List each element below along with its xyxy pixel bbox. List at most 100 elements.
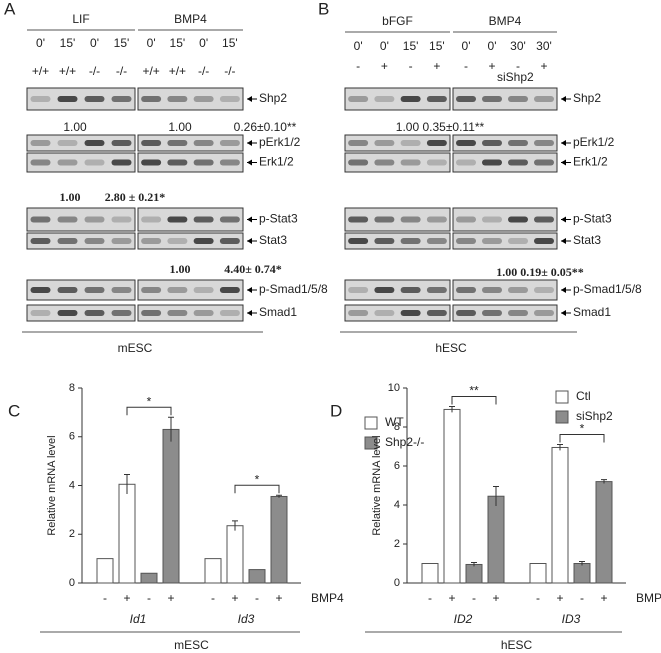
legend-label: Ctl: [576, 389, 591, 403]
band: [400, 310, 421, 316]
condition-label: siShp2: [497, 70, 534, 84]
time-label: 0': [36, 36, 45, 50]
condition: +/+: [169, 64, 186, 78]
x-tick-label: +: [448, 591, 455, 605]
y-tick-label: 0: [69, 577, 75, 589]
band: [348, 287, 369, 293]
arrow-head: [561, 310, 566, 316]
legend-swatch: [555, 390, 569, 404]
quantification: 1.00: [60, 190, 81, 204]
condition: -: [516, 59, 520, 73]
panel-letter: A: [4, 0, 16, 18]
band: [374, 287, 395, 293]
band: [456, 96, 476, 102]
band: [193, 140, 214, 146]
error-bar: [124, 474, 130, 495]
bar: [551, 446, 569, 584]
blot-label: p-Stat3: [573, 212, 612, 226]
treatment-label: BMP4: [489, 14, 522, 28]
band: [219, 140, 240, 146]
band: [426, 159, 447, 166]
band: [141, 159, 162, 166]
band: [193, 238, 214, 244]
time-label: 0': [354, 39, 363, 53]
error-bar: [232, 520, 238, 531]
arrow-head: [247, 287, 252, 293]
condition: -/-: [224, 64, 235, 78]
band: [57, 140, 78, 146]
bar: [421, 563, 439, 584]
x-tick-label: -: [211, 591, 215, 605]
band: [193, 96, 214, 102]
condition: +: [488, 59, 495, 73]
blot: [344, 134, 451, 152]
blot-label: Shp2: [573, 91, 601, 105]
group-label: ID2: [454, 612, 473, 626]
band: [84, 140, 105, 146]
treatment-label: BMP4: [174, 12, 207, 26]
band: [193, 287, 214, 293]
blot: [452, 152, 558, 173]
band: [111, 140, 132, 146]
cell-type: hESC: [501, 638, 533, 652]
blot-label: pErk1/2: [573, 135, 615, 149]
band: [30, 238, 51, 244]
band: [400, 159, 421, 166]
arrow-head: [561, 159, 566, 166]
band: [456, 310, 476, 316]
band: [348, 140, 369, 146]
band: [193, 159, 214, 166]
significance: *: [147, 394, 152, 408]
band: [400, 96, 421, 102]
y-tick-label: 4: [394, 499, 400, 511]
legend-swatch: [364, 416, 378, 430]
legend-label: WT: [385, 415, 404, 429]
band: [456, 238, 476, 244]
y-tick-label: 6: [69, 431, 75, 443]
band: [426, 96, 447, 102]
blot: [344, 207, 451, 232]
y-tick-label: 2: [394, 538, 400, 550]
significance-bracket: [559, 434, 605, 443]
band: [141, 310, 162, 316]
y-axis-label: Relative mRNA level: [371, 435, 383, 535]
blot-label: p-Smad1/5/8: [259, 282, 328, 296]
blot: [452, 134, 558, 152]
band: [111, 238, 132, 244]
x-tick-label: +: [492, 591, 499, 605]
band: [348, 159, 369, 166]
bar: [487, 495, 505, 584]
blot: [137, 134, 244, 152]
band: [374, 238, 395, 244]
x-tick-label: +: [275, 591, 282, 605]
band: [426, 140, 447, 146]
band: [508, 238, 528, 244]
y-tick-label: 8: [394, 421, 400, 433]
band: [456, 159, 476, 166]
band: [534, 216, 554, 223]
band: [508, 96, 528, 102]
band: [508, 310, 528, 316]
band: [167, 238, 188, 244]
time-label: 30': [536, 39, 552, 53]
band: [57, 238, 78, 244]
x-tick-label: +: [167, 591, 174, 605]
band: [374, 310, 395, 316]
band: [534, 287, 554, 293]
blot: [344, 87, 451, 111]
quantification: 1.00 0.19± 0.05**: [496, 265, 584, 279]
quantification: 2.80 ± 0.21*: [105, 190, 166, 204]
blot: [344, 304, 451, 322]
band: [508, 140, 528, 146]
time-label: 15': [170, 36, 186, 50]
x-tick-label: -: [103, 591, 107, 605]
legend-label: siShp2: [576, 409, 613, 423]
quantification: 0.26±0.10**: [234, 120, 297, 134]
condition: +/+: [32, 64, 49, 78]
band: [219, 287, 240, 293]
band: [534, 140, 554, 146]
error-bar: [276, 494, 282, 498]
significance-bracket: [126, 406, 172, 416]
band: [30, 159, 51, 166]
band: [84, 159, 105, 166]
